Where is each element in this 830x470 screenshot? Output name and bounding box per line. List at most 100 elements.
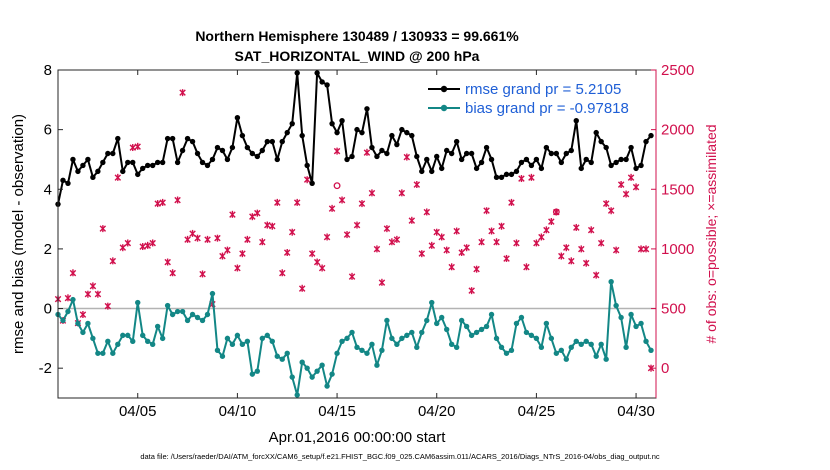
legend-bias-marker <box>440 104 448 112</box>
bias-point <box>239 341 246 348</box>
rmse-point <box>434 153 440 160</box>
rmse-point <box>214 144 221 151</box>
bias-point <box>259 335 266 342</box>
rmse-point <box>618 156 624 163</box>
bias-point <box>254 368 261 374</box>
y-tick-label-5: 8 <box>44 62 52 79</box>
bias-point <box>120 332 126 339</box>
bias-point <box>553 350 560 356</box>
rmse-point <box>608 162 614 169</box>
rmse-point <box>75 168 81 175</box>
rmse-point <box>463 150 470 157</box>
bias-point <box>349 329 355 336</box>
rmse-point <box>120 168 126 175</box>
bias-point <box>409 329 415 336</box>
bias-point <box>125 332 131 339</box>
rmse-point <box>105 150 111 157</box>
y2-tick-label-0: 0 <box>661 360 669 377</box>
y-axis-label: rmse and bias (model - observation) <box>10 114 27 354</box>
bias-point <box>613 302 619 309</box>
rmse-point <box>528 162 535 169</box>
rmse-point <box>429 168 435 175</box>
bias-point <box>419 329 425 336</box>
bias-point <box>244 338 251 345</box>
rmse-point <box>324 82 330 88</box>
bias-point <box>364 350 370 356</box>
rmse-point <box>568 147 574 154</box>
bias-point <box>618 314 624 321</box>
bias-point <box>65 308 71 315</box>
rmse-point <box>209 156 216 163</box>
rmse-point <box>199 159 206 166</box>
rmse-point <box>149 162 156 169</box>
rmse-point <box>154 159 161 166</box>
bias-point <box>264 332 270 339</box>
rmse-point <box>145 162 151 169</box>
bias-point <box>628 311 634 318</box>
rmse-point <box>179 147 186 154</box>
bias-point <box>394 341 400 348</box>
y2-tick-label-1: 500 <box>661 301 686 318</box>
rmse-point <box>414 153 420 160</box>
bias-point <box>269 338 275 345</box>
rmse-point <box>194 150 201 157</box>
rmse-point <box>234 115 241 121</box>
rmse-point <box>563 150 569 157</box>
rmse-point <box>638 162 644 169</box>
bias-point <box>229 341 236 348</box>
rmse-point <box>513 168 520 175</box>
rmse-point <box>573 117 579 124</box>
rmse-point <box>274 156 280 163</box>
rmse-point <box>115 135 121 142</box>
bias-point <box>309 374 315 380</box>
rmse-point <box>379 147 385 154</box>
rmse-point <box>439 165 445 172</box>
x-tick-label-2: 04/15 <box>318 403 356 420</box>
bias-point <box>105 338 111 345</box>
bias-point <box>573 338 579 345</box>
bias-point <box>424 317 430 324</box>
rmse-point <box>598 138 604 145</box>
rmse-point <box>543 144 550 151</box>
y-axis-right: 0 500 1000 1500 2000 2500 <box>651 62 694 398</box>
bias-point <box>399 335 405 342</box>
bias-point <box>294 392 300 398</box>
x-tick-label-0: 04/05 <box>119 403 157 420</box>
bias-point <box>115 341 121 348</box>
bias-point <box>513 320 520 327</box>
x-tick-label-1: 04/10 <box>219 403 257 420</box>
rmse-point <box>483 144 490 151</box>
y-tick-label-0: -2 <box>39 360 52 377</box>
bias-point <box>404 332 410 339</box>
bias-point <box>608 279 614 285</box>
bias-point <box>528 332 535 339</box>
y2-tick-label-5: 2500 <box>661 62 694 79</box>
y-tick-label-2: 2 <box>44 241 52 258</box>
rmse-point <box>523 156 530 163</box>
rmse-point <box>334 129 340 136</box>
bias-point <box>359 347 365 353</box>
rmse-point <box>244 144 251 151</box>
bias-point <box>179 308 186 315</box>
bias-point <box>324 383 330 389</box>
rmse-point <box>588 159 594 166</box>
rmse-point <box>508 171 515 178</box>
rmse-point <box>70 156 76 163</box>
legend-rmse-label: rmse grand pr = 5.2105 <box>465 81 621 98</box>
bias-point <box>274 353 280 359</box>
bias-point <box>60 317 66 324</box>
bias-point <box>488 311 495 318</box>
bias-point <box>593 353 599 359</box>
bias-series <box>55 279 654 398</box>
rmse-point <box>404 129 410 136</box>
bias-point <box>149 341 156 348</box>
rmse-point <box>498 174 505 181</box>
bias-point <box>194 314 201 321</box>
rmse-point <box>538 165 545 172</box>
rmse-point <box>468 150 475 157</box>
rmse-point <box>174 159 181 166</box>
bias-point <box>523 329 530 336</box>
rmse-point <box>229 144 236 151</box>
chart-title: Northern Hemisphere 130489 / 130933 = 99… <box>195 28 519 44</box>
y-tick-label-4: 6 <box>44 122 52 139</box>
